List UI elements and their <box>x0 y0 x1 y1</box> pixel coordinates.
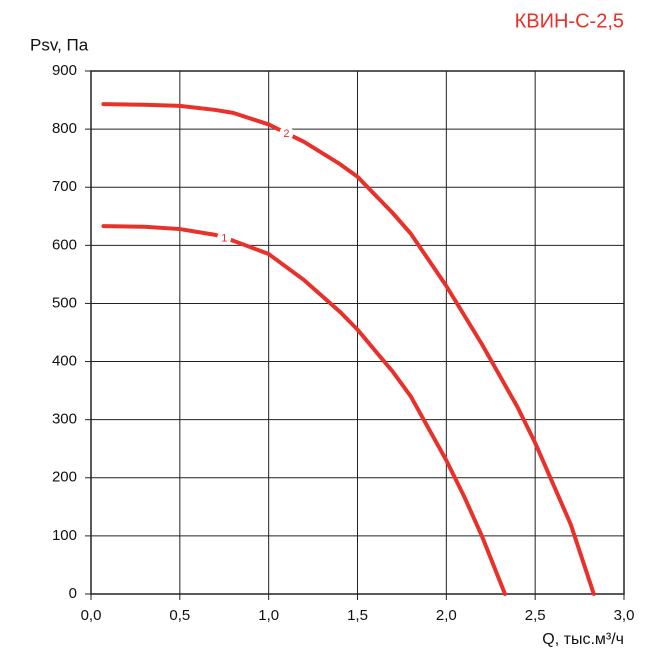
y-tick-label: 200 <box>52 469 77 486</box>
y-axis-label: Psv, Па <box>30 35 89 54</box>
y-tick-label: 700 <box>52 178 77 195</box>
y-tick-label: 0 <box>69 585 77 602</box>
y-tick-label: 100 <box>52 527 77 544</box>
y-tick-label: 600 <box>52 236 77 253</box>
curve <box>101 224 507 596</box>
curve <box>101 102 596 596</box>
x-tick-label: 0,0 <box>81 607 102 624</box>
y-tick-label: 300 <box>52 411 77 428</box>
y-tick-label: 900 <box>52 62 77 79</box>
curve-label: 2 <box>283 128 289 140</box>
x-axis-label: Q, тыс.м³/ч <box>542 631 624 648</box>
curve-label: 1 <box>221 233 227 245</box>
curve-label-bg <box>217 230 232 245</box>
curve-label-bg <box>279 126 294 141</box>
x-tick-label: 0,5 <box>169 607 190 624</box>
plot-frame <box>90 70 625 595</box>
x-tick-label: 2,5 <box>525 607 546 624</box>
chart-title: КВИН-С-2,5 <box>515 10 624 32</box>
x-tick-label: 1,0 <box>258 607 279 624</box>
x-tick-label: 1,5 <box>347 607 368 624</box>
y-tick-label: 800 <box>52 120 77 137</box>
x-tick-label: 3,0 <box>614 607 635 624</box>
y-tick-label: 400 <box>52 353 77 370</box>
y-tick-label: 500 <box>52 294 77 311</box>
x-tick-label: 2,0 <box>436 607 457 624</box>
